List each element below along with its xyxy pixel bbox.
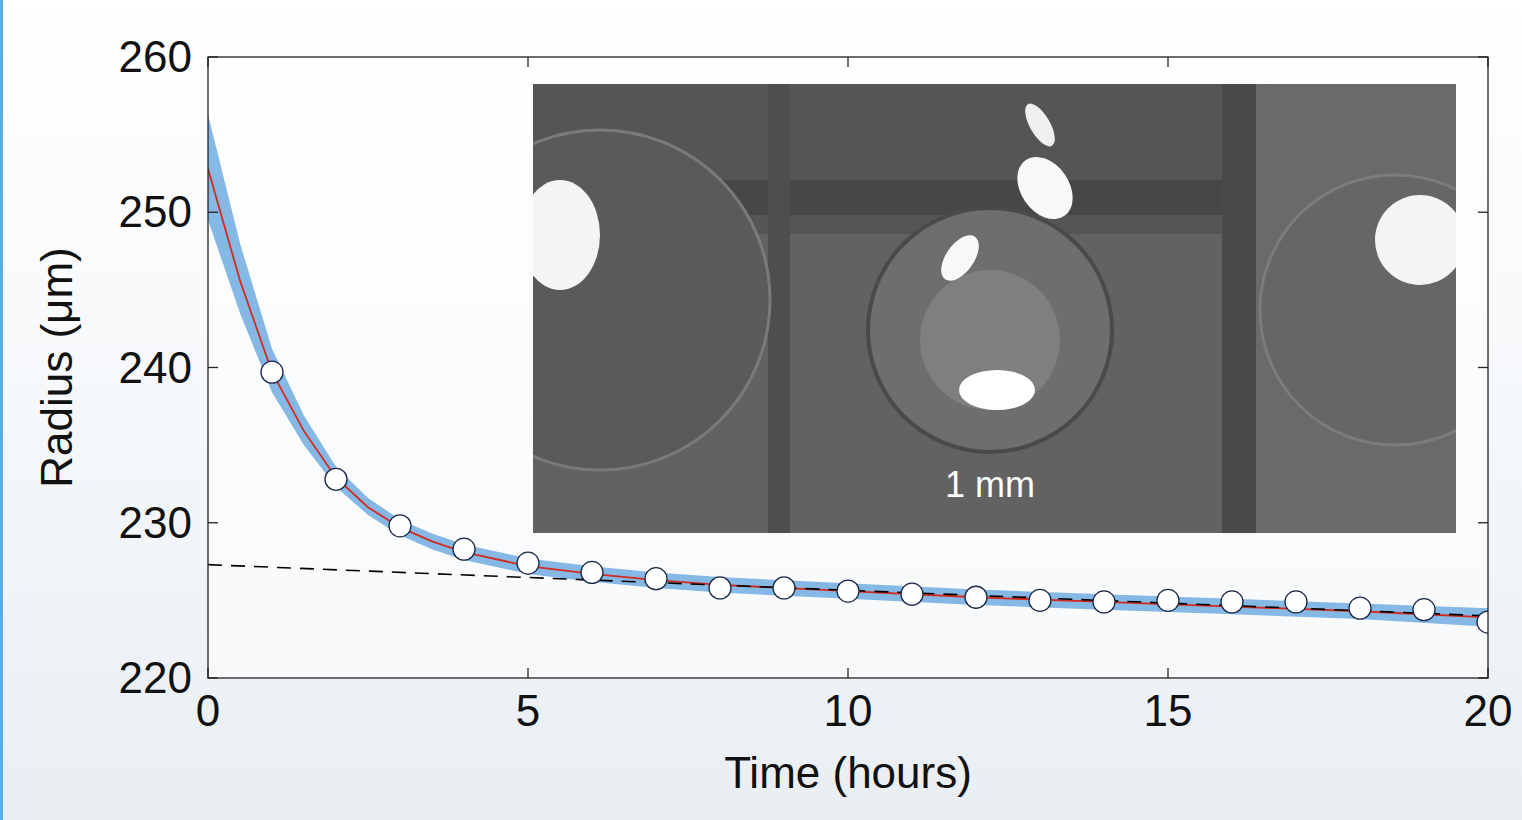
y-tick	[208, 677, 218, 678]
x-tick	[207, 668, 208, 678]
data-point	[1093, 591, 1115, 613]
x-tick	[527, 57, 528, 67]
data-point	[1477, 611, 1488, 633]
scale-label: 1 mm	[945, 464, 1035, 505]
y-tick	[208, 212, 218, 213]
droplet	[533, 130, 770, 470]
highlight	[1375, 195, 1456, 285]
data-point	[773, 577, 795, 599]
y-tick-label: 250	[119, 187, 192, 236]
droplet	[1260, 175, 1456, 445]
y-tick	[1478, 522, 1488, 523]
x-tick	[847, 668, 848, 678]
y-tick	[1478, 367, 1488, 368]
data-point	[1349, 597, 1371, 619]
y-tick	[208, 56, 218, 57]
inset-image	[533, 84, 1456, 533]
x-tick-label: 10	[824, 686, 873, 735]
y-tick-label: 230	[119, 498, 192, 547]
data-point	[325, 468, 347, 490]
y-tick	[208, 367, 218, 368]
highlight	[1019, 99, 1060, 151]
data-point	[901, 583, 923, 605]
highlight	[934, 229, 987, 288]
x-tick	[847, 57, 848, 67]
y-axis-title: Radius (μm)	[32, 247, 81, 488]
y-tick-label: 260	[119, 32, 192, 81]
chart: 1 mm 0 5 10 15 20 220 230 240 250 260 Time (hours) R…	[0, 0, 1522, 820]
data-point	[709, 577, 731, 599]
plot-frame	[208, 57, 1488, 678]
x-tick	[1487, 668, 1488, 678]
data-point	[1221, 591, 1243, 613]
x-tick	[207, 57, 208, 67]
data-point	[389, 515, 411, 537]
data-point	[645, 568, 667, 590]
inset-edge	[768, 84, 790, 533]
x-tick-label: 0	[196, 686, 220, 735]
x-tick	[1487, 57, 1488, 67]
droplet	[868, 208, 1112, 452]
linear-fit-line	[208, 565, 1488, 616]
y-tick	[1478, 677, 1488, 678]
highlight	[959, 370, 1035, 410]
data-point	[453, 538, 475, 560]
droplet-glow	[920, 270, 1060, 410]
x-tick	[1167, 668, 1168, 678]
highlight	[1006, 146, 1084, 229]
y-tick	[208, 522, 218, 523]
data-point	[581, 561, 603, 583]
x-tick-label: 5	[516, 686, 540, 735]
x-tick	[527, 668, 528, 678]
y-tick-label: 220	[119, 653, 192, 702]
x-tick	[1167, 57, 1168, 67]
data-point	[1285, 591, 1307, 613]
x-axis-title: Time (hours)	[724, 748, 972, 797]
y-tick	[1478, 212, 1488, 213]
y-tick-label: 240	[119, 343, 192, 392]
data-point	[1029, 589, 1051, 611]
page-border	[0, 0, 3, 820]
data-point	[261, 361, 283, 383]
data-point	[837, 580, 859, 602]
inset-edge	[1222, 84, 1256, 533]
x-tick-label: 20	[1464, 686, 1513, 735]
highlight	[533, 180, 600, 290]
data-point	[1413, 599, 1435, 621]
y-tick	[1478, 56, 1488, 57]
data-point	[1157, 589, 1179, 611]
x-tick-label: 15	[1144, 686, 1193, 735]
data-point	[517, 552, 539, 574]
data-point	[965, 586, 987, 608]
